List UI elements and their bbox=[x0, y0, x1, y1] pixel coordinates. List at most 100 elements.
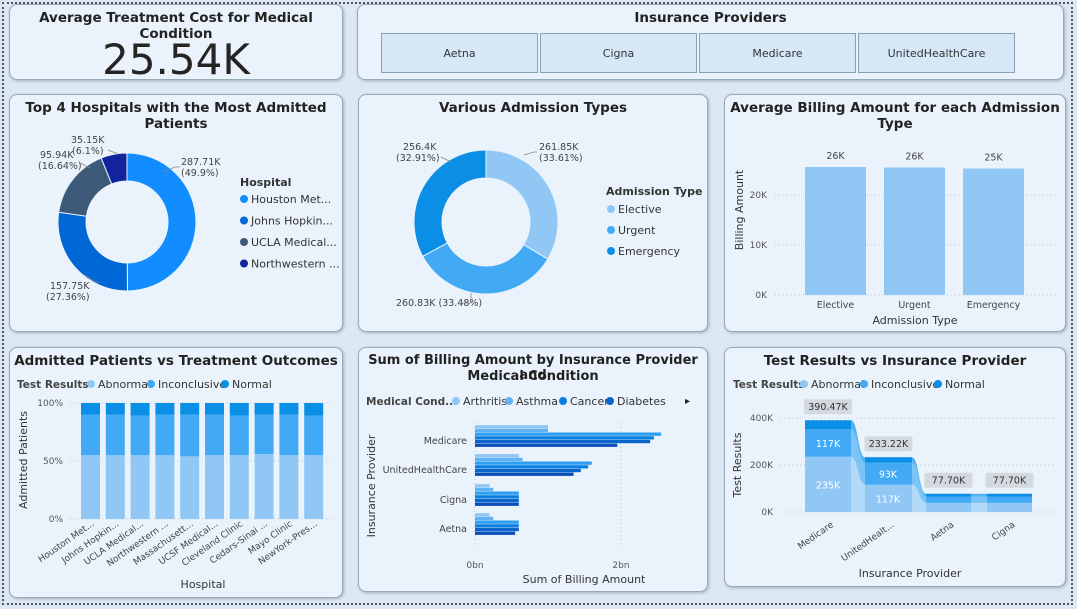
out-tick-1: 50% bbox=[43, 457, 63, 467]
out-xlabel: Hospital bbox=[181, 578, 226, 591]
rib-tick-2: 400K bbox=[750, 414, 774, 424]
rib-col-3-1 bbox=[987, 496, 1032, 503]
out-bar-4-1 bbox=[180, 414, 200, 457]
hosp-label-2: 95.94K bbox=[40, 150, 74, 161]
prov-bar-0-1 bbox=[475, 428, 548, 433]
rib-col-1-1 bbox=[865, 462, 912, 485]
prov-bar-0-0 bbox=[475, 425, 548, 429]
bill-data-label-2: 25K bbox=[984, 153, 1003, 164]
out-bar-2-1 bbox=[130, 415, 150, 456]
hospitals-donut-chart[interactable]: 287.71K(49.9%) 157.75K(27.36%) 95.94K(16.6… bbox=[10, 95, 343, 332]
out-tick-0: 0% bbox=[49, 515, 64, 525]
hosp-slice-3 bbox=[100, 152, 128, 185]
out-legend-item-0-marker bbox=[87, 380, 95, 388]
rib-legend-item-1-marker bbox=[860, 380, 868, 388]
prov-legend-item-3: Diabetes bbox=[617, 395, 666, 408]
rib-legend-item-2-marker bbox=[934, 380, 942, 388]
billing-bar-card: Average Billing Amount for each Admissio… bbox=[724, 94, 1066, 332]
test-ribbon-card: Test Results vs Insurance Provider Test … bbox=[724, 347, 1066, 587]
prov-legend-title: Medical Cond... bbox=[366, 396, 457, 408]
adm-label-2-pct: (32.91%) bbox=[396, 153, 440, 164]
prov-bar-3-2 bbox=[475, 520, 519, 524]
provider-bar-chart[interactable]: Medical Cond... Arthritis Asthma Cancer Diab… bbox=[359, 348, 708, 592]
prov-bar-2-1 bbox=[475, 487, 494, 492]
hosp-legend-item-2: UCLA Medical... bbox=[251, 236, 337, 249]
insurance-slicer-card: Insurance Providers Aetna Cigna Medicare… bbox=[357, 4, 1064, 80]
prov-bar-3-5 bbox=[475, 531, 516, 535]
rib-col-2-1 bbox=[926, 496, 971, 503]
out-legend-item-0: Abnormal bbox=[98, 378, 151, 391]
out-legend-item-1-marker bbox=[147, 380, 155, 388]
test-ribbon-title: Test Results vs Insurance Provider bbox=[763, 353, 1027, 369]
hosp-legend-item-0: Houston Met... bbox=[251, 193, 331, 206]
bill-bar-1 bbox=[884, 167, 945, 295]
rib-seg-label-abn-0: 235K bbox=[816, 481, 841, 492]
hosp-legend-item-1-marker bbox=[240, 216, 248, 225]
outcomes-bar-chart[interactable]: Test Results Abnormal Inconclusive Normal 0%… bbox=[10, 348, 343, 598]
kpi-value: 25.54K bbox=[102, 35, 250, 80]
out-legend-item-2-marker bbox=[221, 380, 229, 388]
rib-ribbon-2-0 bbox=[971, 502, 987, 512]
out-bar-7-2 bbox=[254, 403, 274, 415]
rib-col-3-0 bbox=[987, 502, 1032, 512]
billing-bar-chart[interactable]: 0K 10K 20K 26K Elective 26K Urgent 25K Emergency… bbox=[725, 95, 1066, 332]
hosp-leader-1 bbox=[84, 274, 100, 283]
admission-donut-chart[interactable]: 261.85K(33.61%) 260.83K (33.48%) 256.4K(32… bbox=[359, 95, 708, 332]
out-ylabel: Admitted Patients bbox=[17, 411, 30, 509]
out-bar-7-0 bbox=[254, 454, 274, 519]
prov-bar-1-0 bbox=[475, 454, 519, 458]
bill-tick-2: 20K bbox=[750, 191, 768, 201]
adm-legend-item-0-marker bbox=[607, 205, 615, 213]
rib-ylabel: Test Results bbox=[731, 432, 744, 498]
out-bar-6-1 bbox=[229, 415, 249, 456]
hosp-slice-0 bbox=[126, 152, 197, 292]
prov-bar-1-2 bbox=[475, 461, 592, 465]
out-bar-8-2 bbox=[279, 403, 299, 415]
out-legend-item-1: Inconclusive bbox=[158, 378, 226, 391]
adm-leader-1 bbox=[462, 293, 472, 304]
rib-ribbon-0-0 bbox=[851, 456, 865, 512]
out-tick-2: 100% bbox=[37, 399, 63, 409]
test-ribbon-chart[interactable]: Test Results Abnormal Inconclusive Normal 0K… bbox=[725, 348, 1066, 587]
prov-bar-0-5 bbox=[475, 443, 618, 447]
adm-label-0-pct: (33.61%) bbox=[539, 153, 583, 164]
slicer-option-cigna[interactable]: Cigna bbox=[540, 33, 697, 73]
provider-bar-title-line1: Sum of Billing Amount by Insurance Provi… bbox=[368, 353, 698, 383]
prov-bar-1-1 bbox=[475, 457, 523, 462]
bill-bar-0 bbox=[805, 167, 866, 295]
rib-legend-item-0: Abnormal bbox=[811, 378, 864, 391]
slicer-option-aetna[interactable]: Aetna bbox=[381, 33, 538, 73]
hosp-label-3: 35.15K bbox=[71, 135, 105, 146]
bill-data-label-1: 26K bbox=[905, 152, 924, 163]
slicer-option-medicare[interactable]: Medicare bbox=[699, 33, 856, 73]
prov-bar-2-2 bbox=[475, 491, 519, 495]
prov-y-tick-0: Medicare bbox=[424, 436, 467, 447]
hosp-legend-item-3: Northwestern ... bbox=[251, 258, 340, 271]
hosp-leader-3 bbox=[107, 149, 119, 155]
prov-bar-1-4 bbox=[475, 468, 581, 473]
rib-tick-1: 200K bbox=[750, 461, 774, 471]
slicer-option-unitedhealthcare[interactable]: UnitedHealthCare bbox=[858, 33, 1015, 73]
bill-data-label-0: 26K bbox=[826, 151, 845, 162]
prov-bar-3-3 bbox=[475, 524, 519, 528]
bill-bar-2 bbox=[963, 168, 1024, 295]
admission-donut-title: Various Admission Types bbox=[438, 100, 628, 116]
out-bar-5-0 bbox=[205, 455, 224, 519]
prov-xlabel: Sum of Billing Amount bbox=[523, 573, 646, 586]
prov-legend-item-2-marker bbox=[559, 397, 567, 405]
out-bar-3-2 bbox=[155, 403, 175, 415]
rib-seg-label-abn-1: 117K bbox=[876, 494, 901, 505]
prov-tick-1: 2bn bbox=[612, 561, 629, 571]
prov-y-tick-1: UnitedHealthCare bbox=[383, 465, 468, 476]
adm-legend-item-1: Urgent bbox=[618, 224, 656, 237]
slicer-title: Insurance Providers bbox=[634, 10, 787, 26]
rib-ribbon-2-2 bbox=[971, 493, 987, 497]
rib-total-badge-2 bbox=[924, 472, 973, 488]
adm-slice-2 bbox=[413, 149, 487, 258]
rib-legend-title: Test Results bbox=[733, 379, 805, 391]
out-bar-7-1 bbox=[254, 414, 274, 455]
hosp-label-2-pct: (16.64%) bbox=[38, 161, 82, 172]
hosp-label-0-pct: (49.9%) bbox=[181, 168, 219, 179]
out-legend-item-2: Normal bbox=[232, 378, 272, 391]
out-bar-1-0 bbox=[105, 455, 125, 519]
